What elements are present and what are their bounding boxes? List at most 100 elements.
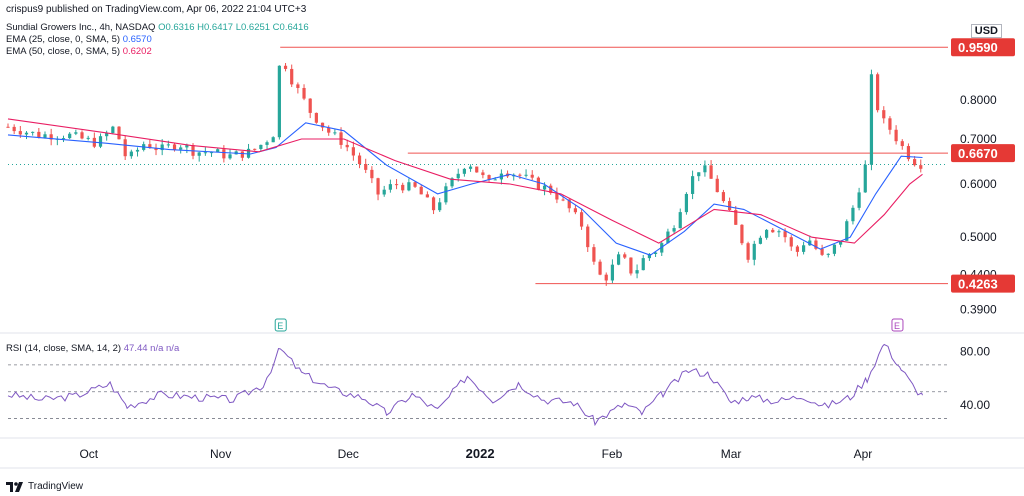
candle-body xyxy=(573,208,578,213)
candle-body xyxy=(672,228,676,232)
candle-body xyxy=(370,169,374,179)
candle-body xyxy=(283,65,288,69)
ohlc-values: O0.6316 H0.6417 L0.6251 C0.6416 xyxy=(158,22,309,33)
candle-body xyxy=(135,149,140,152)
candle-body xyxy=(444,186,448,203)
candle-body xyxy=(203,152,207,154)
candle-body xyxy=(709,165,713,179)
candle-body xyxy=(734,210,738,225)
candle-body xyxy=(308,98,312,113)
candle-body xyxy=(49,134,53,140)
candle-body xyxy=(567,199,571,209)
rsi-value: 47.44 xyxy=(123,343,148,354)
symbol-line: Sundial Growers Inc., 4h, NASDAQ O0.6316… xyxy=(6,22,309,34)
level-badge xyxy=(951,274,1015,293)
candle-body xyxy=(123,139,127,157)
candle-body xyxy=(111,126,115,134)
candle-body xyxy=(524,174,528,176)
earnings-marker xyxy=(274,318,287,332)
publisher-header: crispus9 published on TradingView.com, A… xyxy=(6,4,307,15)
candle-body xyxy=(265,142,269,145)
candle-body xyxy=(462,168,466,174)
candle-body xyxy=(431,197,436,211)
candle-body xyxy=(253,148,257,150)
candle-body xyxy=(419,186,423,195)
candle-body xyxy=(382,189,386,195)
candle-body xyxy=(647,253,652,259)
candle-body xyxy=(703,165,707,173)
candle-body xyxy=(808,240,812,246)
candle-body xyxy=(610,264,615,281)
candle-body xyxy=(641,258,645,271)
candle-body xyxy=(493,179,497,181)
candle-body xyxy=(598,261,602,275)
candle-body xyxy=(160,144,164,151)
candle-body xyxy=(401,184,405,191)
candle-body xyxy=(18,131,22,135)
candle-body xyxy=(721,192,726,202)
candle-body xyxy=(876,74,880,111)
candle-body xyxy=(185,145,189,148)
symbol-name: Sundial Growers Inc., 4h, NASDAQ xyxy=(6,22,156,33)
candle-body xyxy=(678,212,682,229)
candle-body xyxy=(697,172,701,177)
candle-body xyxy=(684,193,689,213)
candle-body xyxy=(555,192,559,200)
candle-body xyxy=(450,178,454,187)
candle-body xyxy=(530,174,534,178)
price-lines: 0.9590 0.6670 0.4263 xyxy=(8,38,1015,293)
candle-body xyxy=(80,132,84,139)
candle-body xyxy=(690,176,695,194)
candle-body xyxy=(888,118,892,130)
candle-body xyxy=(468,166,473,169)
price-legend: Sundial Growers Inc., 4h, NASDAQ O0.6316… xyxy=(6,22,309,58)
candle-body xyxy=(98,136,103,147)
level-badge-label: 0.9590 xyxy=(958,40,998,55)
candle-body xyxy=(296,84,300,88)
price-tick-label: 0.3900 xyxy=(960,303,997,317)
time-tick-label: Dec xyxy=(338,447,359,461)
candle-body xyxy=(117,126,121,140)
candle-body xyxy=(906,146,911,160)
price-tick-label: 0.8000 xyxy=(960,93,997,107)
candle-body xyxy=(919,165,923,169)
candle-body xyxy=(345,144,349,148)
time-tick-label: Mar xyxy=(721,447,742,461)
ema50-line xyxy=(7,118,923,244)
candle-body xyxy=(228,154,232,159)
ema25-line xyxy=(7,122,923,256)
candle-body xyxy=(376,178,380,195)
candle-body xyxy=(129,151,133,157)
ema25-label: EMA (25, close, 0, SMA, 5) xyxy=(6,34,121,45)
candle-body xyxy=(783,231,787,238)
rsi-panel: 40.00 80.00 xyxy=(7,343,990,427)
candle-body xyxy=(752,243,756,260)
candle-body xyxy=(357,155,362,165)
candle-body xyxy=(746,243,750,260)
candle-body xyxy=(148,144,152,149)
time-tick-label: Nov xyxy=(210,447,231,461)
candle-body xyxy=(727,201,732,211)
rsi-label: RSI (14, close, SMA, 14, 2) xyxy=(6,343,122,354)
candle-body xyxy=(764,229,769,238)
price-tick-label: 0.5000 xyxy=(960,230,997,244)
candle-body xyxy=(653,252,658,254)
candle-body xyxy=(327,127,331,133)
time-tick-label: 2022 xyxy=(466,446,495,461)
candle-body xyxy=(795,246,800,252)
candle-body xyxy=(68,133,72,139)
candle-body xyxy=(37,131,41,138)
candle-body xyxy=(826,253,830,255)
candle-body xyxy=(839,240,843,245)
rsi-tick-label: 40.00 xyxy=(960,398,990,412)
candle-body xyxy=(616,254,621,265)
price-tick-label: 0.6000 xyxy=(960,177,997,191)
candle-body xyxy=(31,131,35,133)
currency-label[interactable]: USD xyxy=(970,24,1002,38)
candles xyxy=(6,62,923,286)
candle-body xyxy=(518,174,522,176)
candle-body xyxy=(857,192,861,208)
time-tick-label: Oct xyxy=(79,447,98,461)
candle-body xyxy=(869,74,874,165)
